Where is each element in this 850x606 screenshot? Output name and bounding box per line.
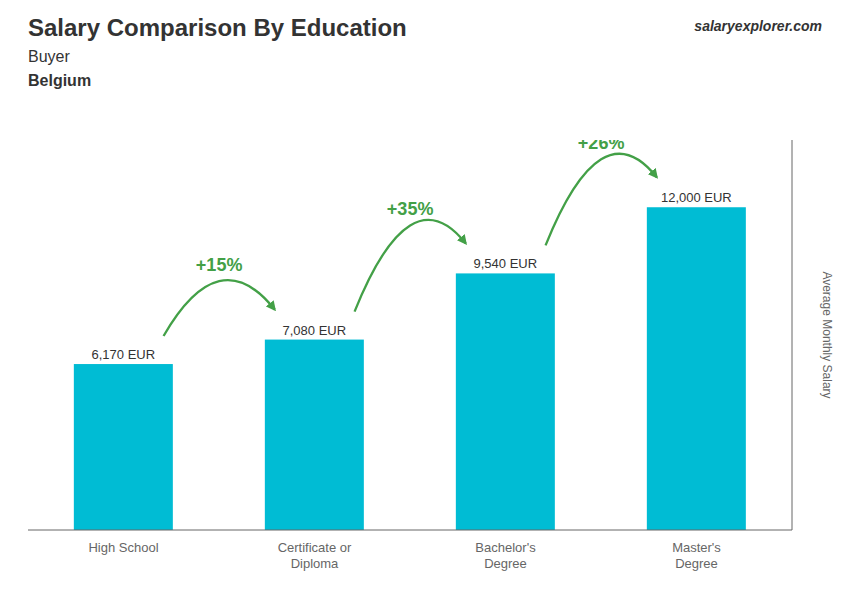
- html-text:Salary Comparison By Education: Salary Comparison By Education: [28, 14, 407, 41]
- svg-text:Average Monthly Salary: Average Monthly Salary: [820, 271, 834, 398]
- html-text:salaryexplorer.com: salaryexplorer.com: [694, 18, 822, 34]
- svg-text:Master'sDegree: Master'sDegree: [672, 540, 721, 571]
- svg-text:7,080 EUR: 7,080 EUR: [283, 323, 347, 338]
- svg-text:+35%: +35%: [387, 199, 434, 219]
- svg-text:9,540 EUR: 9,540 EUR: [474, 256, 538, 271]
- svg-text:12,000 EUR: 12,000 EUR: [661, 190, 732, 205]
- svg-text:Certificate orDiploma: Certificate orDiploma: [278, 540, 352, 571]
- svg-text:+15%: +15%: [196, 255, 243, 275]
- svg-text:Bachelor'sDegree: Bachelor'sDegree: [475, 540, 536, 571]
- html-text:Belgium: Belgium: [28, 72, 92, 89]
- html-text:Buyer: Buyer: [28, 48, 70, 65]
- svg-text:6,170 EUR: 6,170 EUR: [92, 347, 156, 362]
- svg-text:+26%: +26%: [578, 140, 625, 153]
- svg-text:High School: High School: [88, 540, 158, 555]
